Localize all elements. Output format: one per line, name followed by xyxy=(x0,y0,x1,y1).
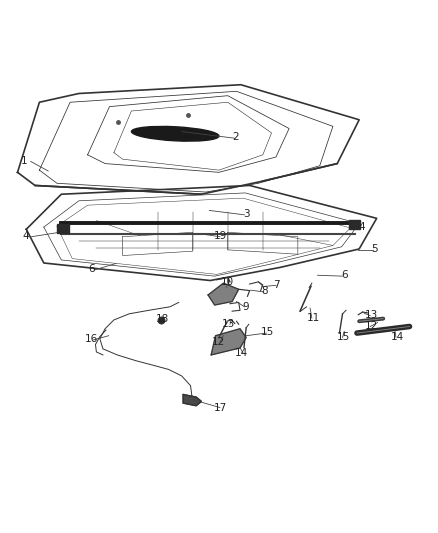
Bar xyxy=(57,224,69,233)
Text: 15: 15 xyxy=(261,327,274,337)
Text: 7: 7 xyxy=(273,280,280,290)
Polygon shape xyxy=(211,329,246,355)
Text: 6: 6 xyxy=(88,264,95,274)
Text: 17: 17 xyxy=(214,402,227,413)
Text: 12: 12 xyxy=(212,337,225,347)
Polygon shape xyxy=(183,394,201,406)
Bar xyxy=(349,220,360,229)
Text: 12: 12 xyxy=(365,321,378,331)
Text: 13: 13 xyxy=(222,319,235,329)
Text: 1: 1 xyxy=(21,156,28,166)
Polygon shape xyxy=(208,283,239,305)
Text: 6: 6 xyxy=(341,270,348,280)
Text: 9: 9 xyxy=(242,302,249,312)
Text: 8: 8 xyxy=(261,286,268,296)
Text: 18: 18 xyxy=(155,314,169,325)
Text: 19: 19 xyxy=(214,231,227,241)
Text: 2: 2 xyxy=(232,132,239,142)
Text: 13: 13 xyxy=(365,310,378,320)
Text: 14: 14 xyxy=(235,348,248,358)
Text: 10: 10 xyxy=(220,277,233,287)
Text: 16: 16 xyxy=(85,334,98,344)
Text: 5: 5 xyxy=(371,244,378,254)
Text: 3: 3 xyxy=(243,209,250,219)
Text: 15: 15 xyxy=(337,332,350,342)
Text: 14: 14 xyxy=(391,332,404,342)
Ellipse shape xyxy=(131,126,219,141)
Text: 11: 11 xyxy=(307,313,320,323)
Text: 4: 4 xyxy=(22,231,29,241)
Text: 4: 4 xyxy=(358,222,365,232)
